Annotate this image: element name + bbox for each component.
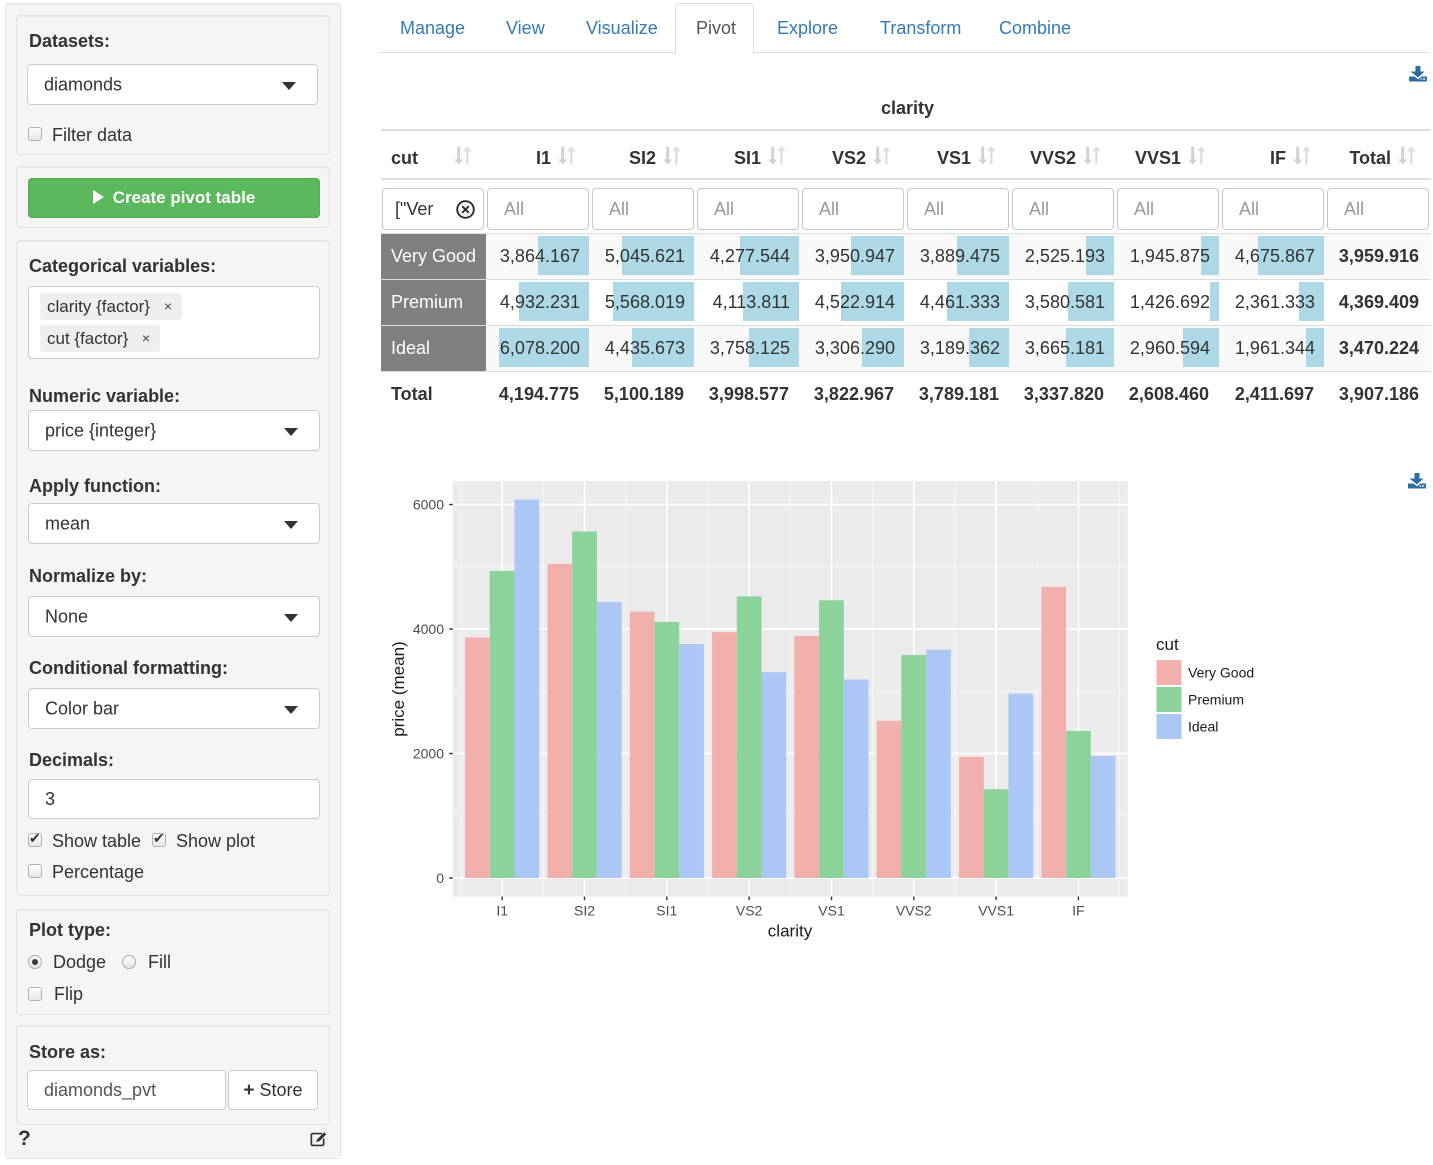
- svg-text:Very Good: Very Good: [1188, 665, 1254, 681]
- svg-text:SI1: SI1: [656, 903, 677, 919]
- svg-text:4000: 4000: [413, 621, 444, 637]
- svg-text:VVS2: VVS2: [896, 903, 932, 919]
- svg-text:VS2: VS2: [736, 903, 763, 919]
- svg-text:6000: 6000: [413, 497, 444, 513]
- svg-text:cut: cut: [1156, 635, 1179, 654]
- svg-text:I1: I1: [496, 903, 508, 919]
- svg-text:Ideal: Ideal: [1188, 719, 1218, 735]
- svg-text:clarity: clarity: [768, 922, 813, 941]
- svg-text:price (mean): price (mean): [389, 641, 408, 736]
- svg-text:SI2: SI2: [574, 903, 595, 919]
- svg-text:IF: IF: [1072, 903, 1084, 919]
- svg-text:2000: 2000: [413, 746, 444, 762]
- svg-text:0: 0: [436, 870, 444, 886]
- svg-text:Premium: Premium: [1188, 692, 1244, 708]
- svg-text:VVS1: VVS1: [978, 903, 1014, 919]
- svg-text:VS1: VS1: [818, 903, 845, 919]
